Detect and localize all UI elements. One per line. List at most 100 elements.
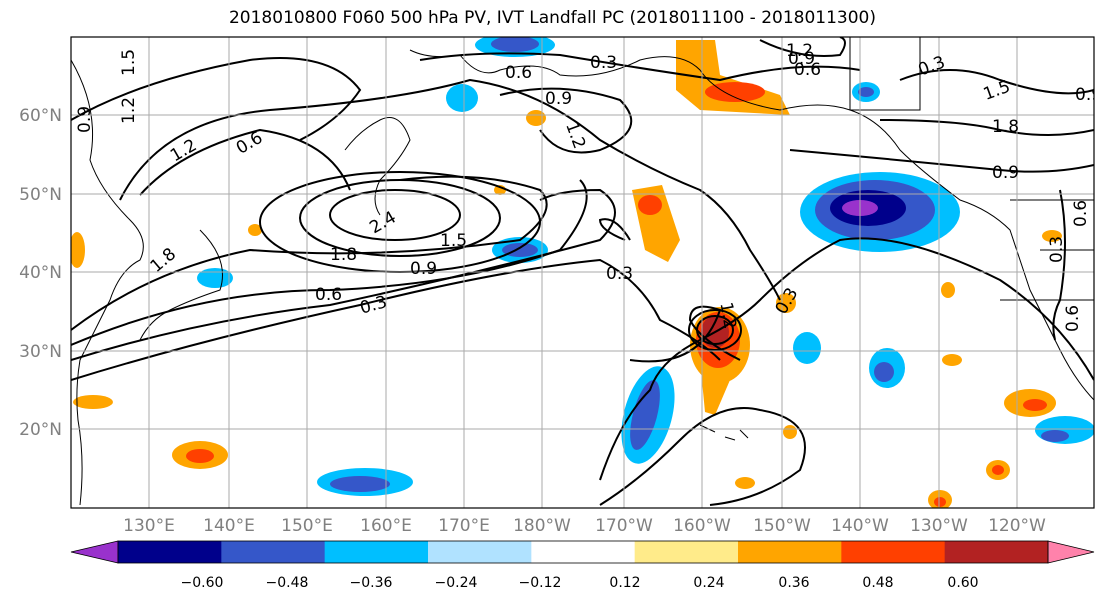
contour-label: 1.5 [119,49,139,76]
lon-label: 150°E [281,516,333,536]
positive-anomaly-patch [1023,399,1047,411]
colorbar-extend-min [70,540,119,564]
gridlines [71,37,1094,508]
contour-line [1052,189,1066,341]
lon-label: 130°W [910,516,968,536]
positive-anomaly-patch [941,282,955,298]
negative-anomaly-patch [793,332,821,364]
positive-anomaly-patch [248,224,262,236]
colorbar-tick-label: −0.60 [181,575,224,591]
positive-anomaly-patch [71,232,85,268]
colorbar-segment [221,541,326,563]
contour-label: 0.3 [1047,236,1067,263]
colorbar-tick-label: 0.12 [609,575,640,591]
contour-label: 0.6 [1063,305,1083,332]
contour-label: 0.9 [992,163,1019,183]
lon-label: 180°W [513,516,571,536]
contour-label: 0.3 [606,264,633,284]
lon-label: 170°E [438,516,490,536]
north-america-coastline [409,49,1094,401]
colorbar-segment [428,541,532,563]
contour-line [598,218,631,241]
contour-line [499,87,633,154]
colorbar-tick-label: 0.24 [693,575,724,591]
longitude-labels: 130°E 140°E 150°E 160°E 170°E 180°W 170°… [123,516,1046,536]
positive-anomaly-patch [942,354,962,366]
positive-anomaly-patch [700,360,730,415]
asia-coastline [71,59,144,506]
contour-line [899,69,1094,95]
lat-label: 40°N [19,263,62,283]
pc-shading [71,37,1094,508]
colorbar-tick-label: 0.60 [947,575,978,591]
contour-line [139,128,351,196]
lon-label: 130°E [123,516,175,536]
colorbar-segment [944,541,1049,563]
contour-line [629,305,741,363]
colorbar [70,540,1095,564]
negative-anomaly-patch [330,476,390,492]
us-state-borders [1000,199,1094,301]
lon-label: 140°E [203,516,255,536]
negative-anomaly-patch [874,362,894,382]
colorbar-tick-label: 0.36 [778,575,809,591]
lat-label: 60°N [19,106,62,126]
contour-label: 0.6 [315,285,342,305]
colorbar-segment [841,541,946,563]
contour-line [419,52,861,82]
contour-label: 1.2 [715,301,739,331]
contour-label: 0.3 [590,53,617,73]
contour-line [759,37,846,57]
lat-label: 30°N [19,342,62,362]
colorbar-tick-label: 0.48 [862,575,893,591]
lon-label: 160°W [673,516,731,536]
positive-anomaly-patch [638,195,662,215]
colorbar-frame [117,540,1049,564]
contour-label: 0.9 [545,89,572,109]
contour-label: 0.9 [75,106,95,133]
lon-label: 150°W [753,516,811,536]
positive-anomaly-patch [73,395,113,409]
map-title: 2018010800 F060 500 hPa PV, IVT Landfall… [228,8,876,28]
colorbar-segment [738,541,842,563]
colorbar-tick-labels: −0.60 −0.48 −0.36 −0.24 −0.12 0.12 0.24 … [181,575,979,591]
colorbar-tick-label: −0.12 [519,575,562,591]
colorbar-tick-label: −0.36 [350,575,393,591]
contour-label: 0.6 [794,60,821,80]
positive-anomaly-patch [705,82,765,102]
negative-anomaly-patch [1041,430,1069,442]
contour-line [696,315,734,345]
contour-line [71,179,588,346]
colorbar-segment [634,541,739,563]
colorbar-segment [531,541,636,563]
contour-line [599,407,806,506]
positive-anomaly-patch [934,497,946,507]
contour-line [789,149,1094,173]
negative-anomaly-patch [491,37,539,52]
colorbar-tick-label: −0.48 [266,575,309,591]
contour-label: 1.8 [992,117,1019,137]
colorbar-segment [118,541,222,563]
contour-line [71,57,362,141]
negative-anomaly-patch [858,87,874,97]
positive-anomaly-patch [735,477,755,489]
contour-label: 0.6 [505,63,532,83]
contour-label: 1.2 [119,97,139,124]
contour-line [329,189,461,241]
colorbar-extend-max [1047,540,1095,564]
contour-line [688,309,742,351]
positive-anomaly-patch [992,465,1004,475]
contour-label: 1.8 [330,245,357,265]
lat-label: 50°N [19,185,62,205]
latitude-labels: 60°N 50°N 40°N 30°N 20°N [19,106,62,440]
positive-anomaly-patch [186,449,214,463]
contour-label: 0.6 [1071,200,1091,227]
contour-label: 1.2 [786,41,813,61]
lon-label: 120°W [988,516,1046,536]
lon-label: 140°W [831,516,889,536]
contour-label: 0.9 [1075,85,1102,105]
positive-anomaly-patch [776,293,796,313]
contour-line [879,119,1094,136]
negative-anomaly-patch [446,84,478,112]
